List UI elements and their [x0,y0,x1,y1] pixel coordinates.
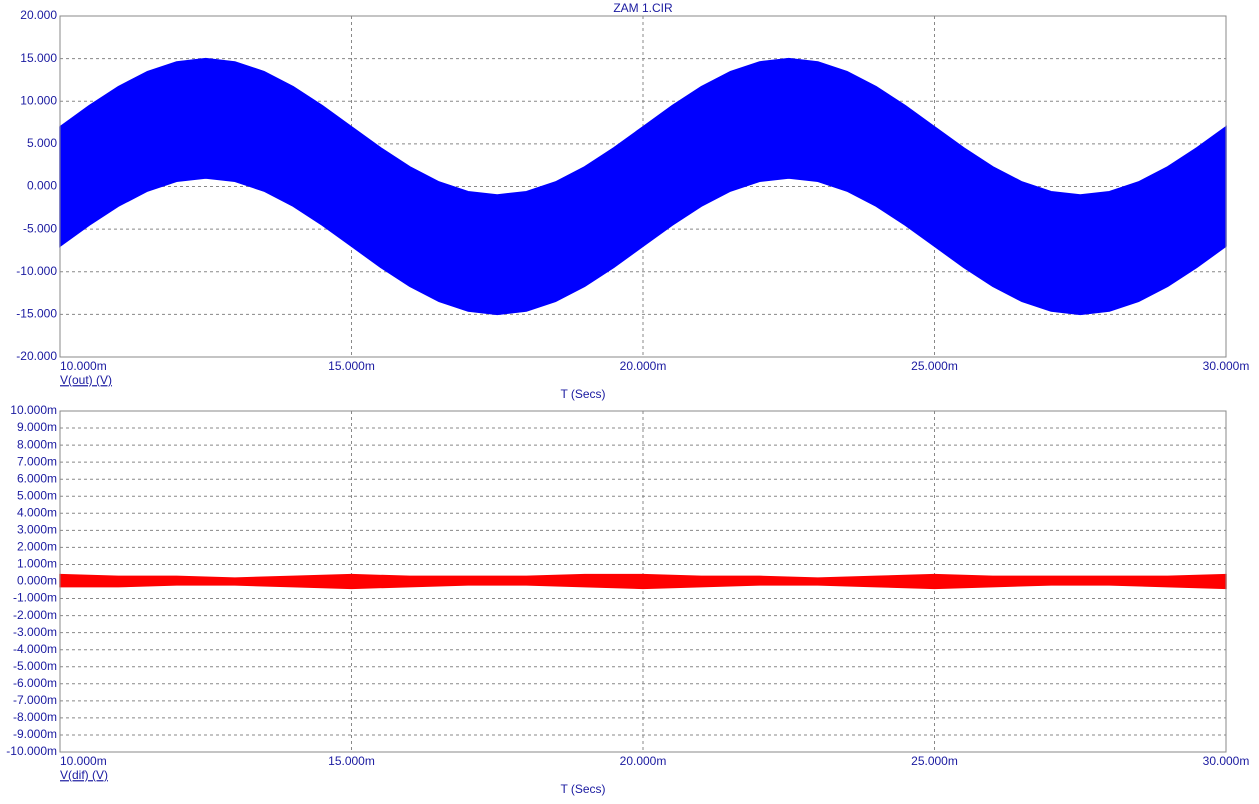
series-label: V(dif) (V) [60,768,108,782]
y-tick-label: 6.000m [17,471,57,485]
y-tick-label: -7.000m [13,693,57,707]
y-tick-label: -6.000m [13,676,57,690]
y-tick-label: -8.000m [13,710,57,724]
signal-band [59,573,1227,590]
x-tick-label: 20.000m [620,359,667,373]
y-tick-label: 15.000 [20,51,57,65]
x-axis-label: T (Secs) [560,387,605,401]
chart-title: ZAM 1.CIR [613,1,673,15]
x-tick-label: 25.000m [911,754,958,768]
x-tick-label: 30.000m [1203,359,1250,373]
y-tick-label: -3.000m [13,625,57,639]
y-tick-label: 4.000m [17,505,57,519]
y-tick-label: -5.000 [23,221,57,235]
y-tick-label: 3.000m [17,523,57,537]
y-tick-label: -2.000m [13,608,57,622]
y-tick-label: 0.000 [27,179,57,193]
x-tick-label: 10.000m [60,754,107,768]
y-tick-label: -10.000m [6,744,57,758]
series-label: V(out) (V) [60,373,112,387]
x-tick-label: 20.000m [620,754,667,768]
y-tick-label: -1.000m [13,591,57,605]
y-tick-label: -4.000m [13,642,57,656]
y-tick-label: 7.000m [17,454,57,468]
y-tick-label: 5.000m [17,488,57,502]
y-tick-label: 5.000 [27,136,57,150]
y-tick-label: 9.000m [17,420,57,434]
x-axis-label: T (Secs) [560,782,605,796]
plot-frame [59,15,1227,358]
x-tick-label: 25.000m [911,359,958,373]
y-tick-label: -9.000m [13,727,57,741]
y-tick-label: 1.000m [17,557,57,571]
y-tick-label: 10.000 [20,93,57,107]
y-tick-label: 0.000m [17,574,57,588]
y-tick-label: -20.000 [16,349,57,363]
y-tick-label: 20.000 [20,8,57,22]
x-tick-label: 15.000m [328,754,375,768]
x-tick-label: 15.000m [328,359,375,373]
y-tick-label: -15.000 [16,307,57,321]
y-tick-label: 8.000m [17,437,57,451]
y-tick-label: -10.000 [16,264,57,278]
plot-frame [59,410,1227,753]
x-tick-label: 10.000m [60,359,107,373]
y-tick-label: 10.000m [10,403,57,417]
y-tick-label: -5.000m [13,659,57,673]
y-tick-label: 2.000m [17,540,57,554]
x-tick-label: 30.000m [1203,754,1250,768]
